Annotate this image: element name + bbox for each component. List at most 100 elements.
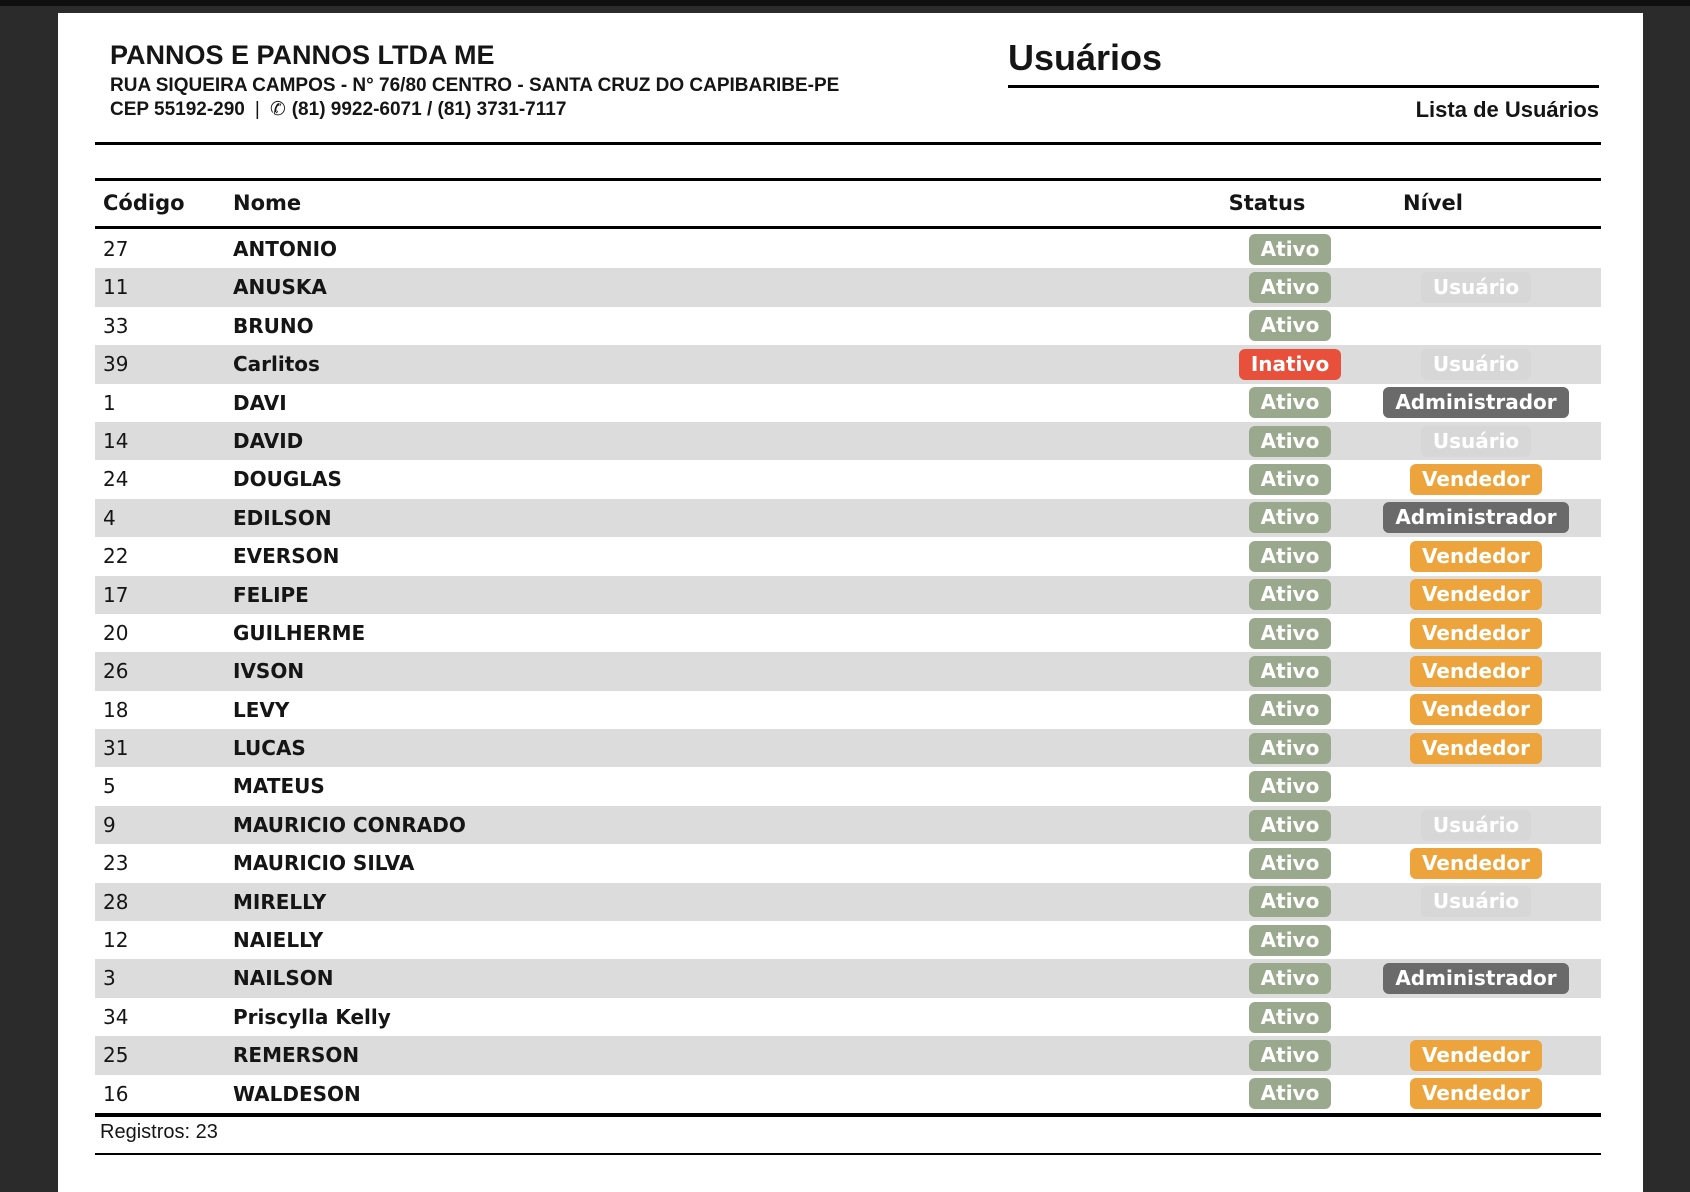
separator: | — [254, 99, 260, 120]
nivel-badge: Administrador — [1383, 963, 1569, 995]
cell-nivel: Vendedor — [1365, 1036, 1587, 1074]
table-row: 3 NAILSON Ativo Administrador — [95, 959, 1601, 998]
cell-codigo: 23 — [103, 851, 129, 876]
nivel-badge: Vendedor — [1410, 655, 1542, 687]
col-header-codigo: Código — [103, 191, 185, 215]
nivel-badge: Vendedor — [1410, 1039, 1542, 1071]
cell-nome: LEVY — [233, 697, 290, 722]
cell-codigo: 3 — [103, 966, 116, 991]
page-title: Usuários — [1008, 40, 1599, 88]
cell-status: Ativo — [1195, 1075, 1385, 1113]
cell-status: Ativo — [1195, 729, 1385, 767]
cell-codigo: 14 — [103, 428, 129, 453]
cell-nome: Priscylla Kelly — [233, 1004, 391, 1029]
cell-codigo: 18 — [103, 697, 129, 722]
cell-status: Ativo — [1195, 460, 1385, 498]
footer-rule — [95, 1153, 1601, 1155]
cell-nome: IVSON — [233, 659, 305, 684]
cell-nome: MIRELLY — [233, 889, 327, 914]
cell-status: Ativo — [1195, 614, 1385, 652]
cell-codigo: 5 — [103, 774, 116, 799]
cell-status: Ativo — [1195, 576, 1385, 614]
status-badge: Ativo — [1248, 502, 1332, 534]
cell-nivel: Usuário — [1365, 268, 1587, 306]
cell-nivel: Vendedor — [1365, 460, 1587, 498]
cell-status: Ativo — [1195, 883, 1385, 921]
cell-status: Ativo — [1195, 268, 1385, 306]
cell-codigo: 9 — [103, 812, 116, 837]
col-header-nome: Nome — [233, 191, 302, 215]
cell-codigo: 16 — [103, 1081, 129, 1106]
cell-nome: ANTONIO — [233, 237, 338, 261]
status-badge: Ativo — [1248, 617, 1332, 649]
table-row: 28 MIRELLY Ativo Usuário — [95, 882, 1601, 922]
status-badge: Ativo — [1248, 1078, 1332, 1110]
cell-nome: MAURICIO SILVA — [233, 851, 415, 876]
status-badge: Ativo — [1248, 886, 1332, 918]
nivel-badge: Administrador — [1383, 502, 1569, 534]
table-header-row: Código Nome Status Nível — [95, 178, 1601, 229]
cell-nivel — [1365, 998, 1587, 1036]
cell-status: Ativo — [1195, 998, 1385, 1036]
cell-nome: DAVI — [233, 390, 287, 415]
cell-status: Ativo — [1195, 652, 1385, 690]
cell-codigo: 34 — [103, 1004, 129, 1029]
table-row: 17 FELIPE Ativo Vendedor — [95, 575, 1601, 614]
cell-nivel — [1365, 307, 1587, 345]
table-row: 1 DAVI Ativo Administrador — [95, 384, 1601, 422]
nivel-badge: Vendedor — [1410, 847, 1542, 879]
cell-codigo: 11 — [103, 275, 129, 300]
cell-nivel — [1365, 230, 1587, 268]
cell-nivel: Administrador — [1365, 384, 1587, 422]
nivel-badge: Vendedor — [1410, 579, 1542, 611]
status-badge: Ativo — [1248, 771, 1332, 803]
cell-codigo: 12 — [103, 928, 129, 953]
cell-codigo: 17 — [103, 582, 129, 607]
status-badge: Ativo — [1248, 1001, 1332, 1033]
cell-status: Ativo — [1195, 806, 1385, 844]
table-row: 33 BRUNO Ativo — [95, 307, 1601, 345]
table-row: 11 ANUSKA Ativo Usuário — [95, 268, 1601, 307]
cell-nivel: Usuário — [1365, 345, 1587, 383]
cell-nome: DAVID — [233, 428, 304, 453]
cell-nivel: Vendedor — [1365, 844, 1587, 882]
status-badge: Ativo — [1248, 540, 1332, 572]
status-badge: Ativo — [1248, 272, 1332, 304]
cell-nivel: Vendedor — [1365, 537, 1587, 575]
report-subtitle: Lista de Usuários — [1415, 97, 1599, 122]
status-badge: Ativo — [1248, 387, 1332, 419]
cell-nome: MATEUS — [233, 774, 325, 799]
table-row: 34 Priscylla Kelly Ativo — [95, 998, 1601, 1036]
nivel-badge: Usuário — [1420, 425, 1532, 457]
cell-status: Ativo — [1195, 921, 1385, 959]
cell-nivel: Vendedor — [1365, 729, 1587, 767]
cell-status: Ativo — [1195, 844, 1385, 882]
table-row: 14 DAVID Ativo Usuário — [95, 421, 1601, 461]
cell-nome: REMERSON — [233, 1043, 360, 1068]
table-row: 4 EDILSON Ativo Administrador — [95, 498, 1601, 538]
cell-status: Ativo — [1195, 422, 1385, 460]
cell-codigo: 27 — [103, 237, 129, 261]
status-badge: Ativo — [1248, 655, 1332, 687]
cell-codigo: 24 — [103, 467, 129, 492]
cell-status: Ativo — [1195, 307, 1385, 345]
table-row: 25 REMERSON Ativo Vendedor — [95, 1036, 1601, 1075]
cell-codigo: 33 — [103, 313, 129, 338]
cell-nome: BRUNO — [233, 313, 314, 338]
company-cep: CEP 55192-290 — [110, 99, 245, 120]
nivel-badge: Usuário — [1420, 348, 1532, 380]
cell-nome: MAURICIO CONRADO — [233, 812, 466, 837]
table-row: 26 IVSON Ativo Vendedor — [95, 652, 1601, 691]
cell-status: Ativo — [1195, 384, 1385, 422]
table-row: 24 DOUGLAS Ativo Vendedor — [95, 460, 1601, 498]
cell-nome: EVERSON — [233, 544, 340, 569]
cell-nivel: Usuário — [1365, 883, 1587, 921]
cell-status: Inativo — [1195, 345, 1385, 383]
cell-nivel — [1365, 921, 1587, 959]
nivel-badge: Vendedor — [1410, 694, 1542, 726]
cell-nome: ANUSKA — [233, 275, 327, 300]
table-row: 39 Carlitos Inativo Usuário — [95, 345, 1601, 384]
cell-nivel: Usuário — [1365, 422, 1587, 460]
cell-nivel: Vendedor — [1365, 614, 1587, 652]
